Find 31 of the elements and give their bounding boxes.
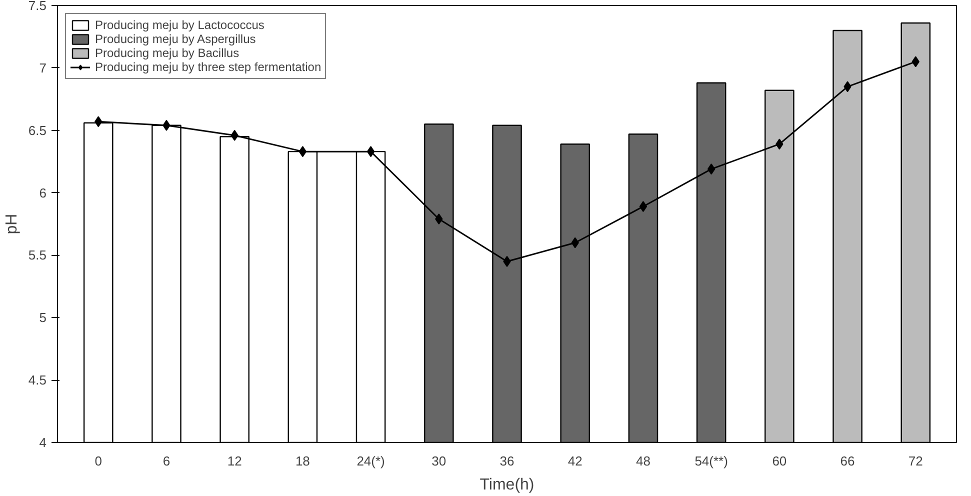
- y-tick-label: 4.5: [28, 372, 47, 388]
- y-axis-title: pH: [3, 214, 20, 234]
- x-tick-label: 0: [94, 454, 102, 468]
- x-tick-label: 66: [840, 454, 855, 468]
- point: [639, 201, 648, 212]
- y-tick-label: 7.5: [28, 0, 47, 13]
- x-tick-label: 72: [908, 454, 923, 468]
- y-tick-label: 6: [39, 185, 47, 200]
- point: [707, 164, 716, 175]
- legend-label: Producing meju by Lactococcus: [95, 18, 264, 32]
- x-tick-label: 36: [500, 454, 514, 468]
- x-tick-label: 60: [772, 454, 787, 468]
- legend-label: Producing meju by Bacillus: [95, 46, 240, 60]
- x-tick-label: 12: [227, 454, 242, 468]
- x-tick-label: 30: [432, 454, 446, 468]
- legend-label: Producing meju by three step fermentation: [95, 60, 322, 74]
- y-tick-label: 4: [39, 435, 47, 450]
- x-axis-title: Time(h): [480, 476, 534, 494]
- y-tick-label: 5: [39, 310, 47, 326]
- y-tick-label: 7: [39, 60, 47, 76]
- x-tick-label: 54(**): [694, 454, 728, 468]
- point: [366, 146, 375, 158]
- point: [298, 146, 307, 158]
- y-tick-label: 6.5: [28, 122, 47, 138]
- x-tick-label: 48: [636, 454, 650, 468]
- x-tick-label: 18: [295, 454, 310, 468]
- x-tick-label: 6: [162, 454, 170, 468]
- legend-label: Producing meju by Aspergillus: [95, 32, 256, 46]
- y-tick-label: 5.5: [28, 248, 47, 263]
- x-tick-label: 24(*): [356, 454, 385, 468]
- x-tick-label: 42: [568, 454, 582, 468]
